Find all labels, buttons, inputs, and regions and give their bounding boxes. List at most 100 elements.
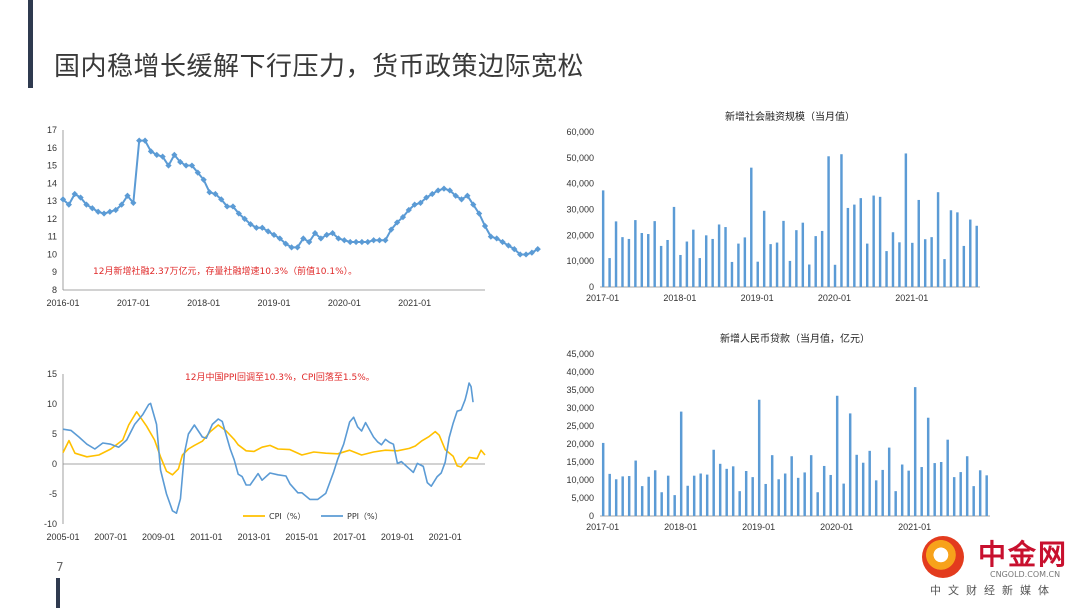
bar [891, 232, 895, 287]
bar [936, 192, 940, 287]
x-tick-label: 2021-01 [895, 293, 928, 303]
data-point [77, 194, 84, 201]
y-tick-label: 15 [47, 369, 57, 379]
bar [853, 204, 856, 287]
data-point [171, 151, 178, 159]
data-point [223, 203, 231, 210]
y-tick-label: 60,000 [566, 127, 594, 137]
bar [920, 467, 923, 516]
data-point [376, 237, 383, 244]
y-tick-label: 20,000 [566, 439, 594, 449]
bar [614, 479, 618, 516]
x-tick-label: 2019-01 [742, 522, 775, 532]
bar [769, 244, 772, 287]
x-tick-label: 2017-01 [586, 522, 619, 532]
bar [634, 220, 637, 287]
bar [790, 456, 793, 516]
bar [827, 156, 830, 287]
bar [782, 220, 785, 287]
data-point [247, 221, 254, 228]
bar [757, 399, 761, 516]
bar [887, 447, 891, 516]
chart-cpi-ppi: -10 -5 0 5 10 15 2005-01 2007-01 2009-01 2011-01 2… [44, 369, 486, 542]
bar [666, 239, 669, 287]
data-point [276, 235, 283, 242]
bar [724, 227, 727, 287]
bar [796, 477, 800, 516]
bar [653, 221, 656, 287]
data-point [106, 208, 114, 215]
data-point [253, 224, 260, 231]
data-point [452, 192, 459, 199]
y-tick-label: 10,000 [566, 475, 594, 485]
y-tick-label: 16 [47, 143, 57, 153]
y-tick-label: 30,000 [566, 403, 594, 413]
data-point [65, 201, 72, 208]
bar [959, 472, 962, 516]
y-tick-label: 15 [47, 161, 57, 171]
x-tick-label: 2019-01 [257, 298, 290, 308]
bar [601, 190, 605, 287]
bar [808, 264, 811, 287]
bar [788, 260, 792, 287]
bar [868, 450, 871, 516]
bar [859, 198, 863, 287]
bar [795, 230, 798, 287]
bar [820, 230, 824, 287]
bar [898, 242, 901, 287]
data-point [440, 185, 448, 192]
y-tick-label: 13 [47, 196, 57, 206]
chart-new-rmb-loans: 新增人民币贷款（当月值，亿元） 0 5,000 10,000 15,000 20,000 2… [566, 332, 990, 532]
bar [704, 235, 708, 287]
bar [900, 464, 904, 516]
chart-title: 新增社会融资规模（当月值） [725, 110, 855, 123]
bar [809, 455, 813, 516]
data-point [347, 238, 354, 246]
data-point [522, 251, 530, 258]
bar [975, 225, 978, 287]
bar [969, 219, 972, 287]
bar [878, 196, 882, 287]
bar [627, 476, 631, 516]
bar [614, 221, 618, 287]
x-tick-label: 2013-01 [238, 532, 271, 542]
accent-bar-top [28, 0, 33, 88]
bar [686, 485, 689, 516]
bar [750, 167, 753, 287]
bar [885, 251, 888, 287]
bar [775, 242, 779, 287]
x-tick-label: 2007-01 [94, 532, 127, 542]
x-tick-label: 2019-01 [381, 532, 414, 542]
y-tick-label: 30,000 [566, 205, 594, 215]
bar [840, 154, 843, 287]
x-tick-label: 2005-01 [46, 532, 79, 542]
bar [756, 261, 759, 287]
y-tick-label: 17 [47, 125, 57, 135]
bar [907, 470, 910, 516]
bar [814, 236, 817, 287]
bar [731, 466, 735, 516]
bar [640, 486, 644, 516]
bar [913, 387, 917, 516]
bar [666, 475, 670, 516]
bar [770, 455, 774, 516]
data-point [112, 206, 119, 214]
data-point [358, 238, 366, 246]
bar [917, 199, 920, 287]
data-point [235, 210, 242, 217]
data-point [364, 238, 371, 246]
y-tick-label: 0 [52, 459, 57, 469]
y-tick-label: 8 [52, 285, 57, 295]
y-tick-label: 10,000 [566, 256, 594, 266]
bar [833, 264, 837, 287]
bar [829, 474, 832, 516]
bar [699, 473, 702, 516]
bar [872, 195, 875, 287]
bar [783, 473, 787, 516]
x-tick-label: 2015-01 [285, 532, 318, 542]
data-point [241, 215, 248, 223]
legend-label: PPI（%） [347, 512, 383, 521]
bar [881, 469, 884, 516]
bar [846, 207, 850, 287]
data-point [130, 199, 137, 207]
